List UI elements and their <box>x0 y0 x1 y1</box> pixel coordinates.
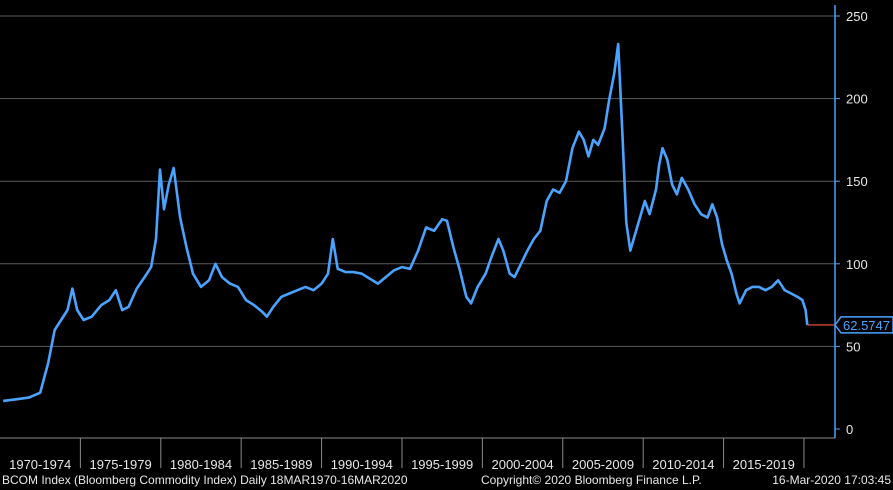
footer-bar: BCOM Index (Bloomberg Commodity Index) D… <box>0 472 893 490</box>
y-tick-label: 0 <box>846 422 853 437</box>
x-category-label: 1985-1989 <box>250 457 312 472</box>
x-category-label: 1970-1974 <box>9 457 71 472</box>
commodity-index-chart: 1970-1974 1975-1979 1980-1984 1985-1989 1990… <box>0 5 893 472</box>
copyright-notice: Copyright© 2020 Bloomberg Finance L.P. <box>481 473 702 487</box>
y-tick-label: 250 <box>846 9 868 24</box>
y-axis: 0 50 100 150 200 250 <box>834 5 868 438</box>
index-line <box>3 42 809 403</box>
last-value-tag <box>834 316 893 334</box>
series-layer <box>3 42 809 403</box>
timestamp: 16-Mar-2020 17:03:45 <box>772 473 891 487</box>
y-tick-label: 50 <box>846 339 860 354</box>
y-tick-label: 100 <box>846 257 868 272</box>
x-category-label: 2000-2004 <box>491 457 553 472</box>
grid-lines <box>0 15 835 347</box>
x-category-label: 1975-1979 <box>90 457 152 472</box>
x-axis: 1970-1974 1975-1979 1980-1984 1985-1989 1990… <box>0 437 835 472</box>
y-tick-label: 150 <box>846 174 868 189</box>
last-value-marker: 62.5747 <box>807 316 893 334</box>
y-tick-label: 200 <box>846 92 868 107</box>
last-value-label: 62.5747 <box>843 318 890 333</box>
x-category-label: 2015-2019 <box>733 457 795 472</box>
x-category-label: 1980-1984 <box>170 457 232 472</box>
x-category-label: 1990-1994 <box>331 457 393 472</box>
x-category-label: 1995-1999 <box>411 457 473 472</box>
x-category-label: 2010-2014 <box>652 457 714 472</box>
index-description: BCOM Index (Bloomberg Commodity Index) D… <box>2 473 408 487</box>
x-category-label: 2005-2009 <box>572 457 634 472</box>
